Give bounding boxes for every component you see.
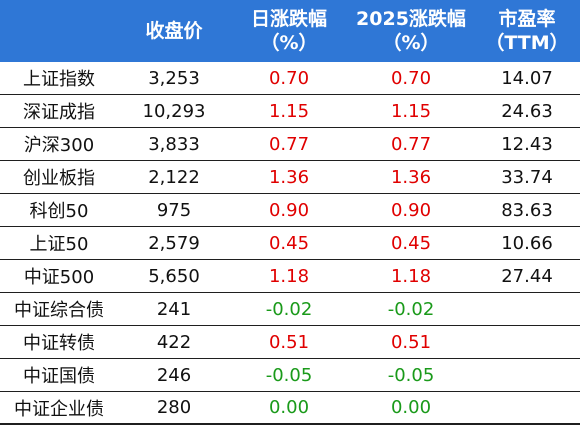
daily-change-cell: 1.15	[268, 100, 310, 122]
daily-change-cell: 0.70	[268, 67, 310, 89]
daily-change-cell: -0.02	[265, 298, 313, 320]
daily-change-cell: 0.90	[268, 199, 310, 221]
ytd-change-cell: 1.15	[390, 100, 432, 122]
pe-ttm-cell: 10.66	[501, 232, 553, 254]
daily-change-cell: 1.18	[268, 265, 310, 287]
table-row: 中证企业债 280 0.00 0.00	[0, 392, 580, 425]
index-name-cell: 中证国债	[23, 366, 95, 387]
daily-change-cell: 1.36	[268, 166, 310, 188]
table-row: 中证综合债 241 -0.02 -0.02	[0, 293, 580, 326]
daily-change-cell: 0.00	[268, 397, 310, 418]
ytd-change-cell: 0.51	[390, 331, 432, 353]
daily-change-cell: 0.77	[268, 133, 310, 155]
close-price-cell: 2,122	[148, 166, 200, 188]
close-price-cell: 241	[156, 298, 192, 320]
table-row: 科创50 975 0.90 0.90 83.63	[0, 194, 580, 227]
ytd-change-cell: 0.70	[390, 67, 432, 89]
close-price-cell: 3,833	[148, 133, 200, 155]
close-price-cell: 246	[156, 364, 192, 386]
close-price-cell: 5,650	[148, 265, 200, 287]
ytd-change-cell: -0.05	[387, 364, 435, 386]
table-header: 收盘价 日涨跌幅 （%） 2025涨跌幅 （%） 市盈率 （TTM）	[0, 0, 580, 62]
ytd-change-cell: 0.45	[390, 232, 432, 254]
close-price-cell: 975	[156, 199, 192, 221]
pe-ttm-cell: 14.07	[501, 67, 553, 89]
pe-ttm-cell: 33.74	[501, 166, 553, 188]
header-pe-ttm: 市盈率 （TTM）	[485, 8, 569, 54]
close-price-cell: 10,293	[142, 100, 206, 122]
close-price-cell: 422	[156, 331, 192, 353]
table-body: 上证指数 3,253 0.70 0.70 14.07 深证成指 10,293 1.15 1.15…	[0, 62, 580, 425]
header-daily-change: 日涨跌幅 （%）	[250, 8, 327, 54]
daily-change-cell: -0.05	[265, 364, 313, 386]
close-price-cell: 3,253	[148, 67, 200, 89]
ytd-change-cell: 1.18	[390, 265, 432, 287]
daily-change-cell: 0.45	[268, 232, 310, 254]
index-name-cell: 中证企业债	[14, 398, 104, 420]
index-name-cell: 上证指数	[23, 69, 95, 90]
table-row: 深证成指 10,293 1.15 1.15 24.63	[0, 95, 580, 128]
daily-change-cell: 0.51	[268, 331, 310, 353]
pe-ttm-cell: 27.44	[501, 265, 553, 287]
table-row: 中证国债 246 -0.05 -0.05	[0, 359, 580, 392]
ytd-change-cell: 0.00	[390, 397, 432, 418]
ytd-change-cell: 1.36	[390, 166, 432, 188]
index-name-cell: 深证成指	[23, 102, 95, 123]
ytd-change-cell: 0.77	[390, 133, 432, 155]
close-price-cell: 2,579	[148, 232, 200, 254]
ytd-change-cell: -0.02	[387, 298, 435, 320]
index-name-cell: 中证转债	[23, 333, 95, 354]
table-row: 创业板指 2,122 1.36 1.36 33.74	[0, 161, 580, 194]
index-name-cell: 中证500	[23, 267, 95, 288]
ytd-change-cell: 0.90	[390, 199, 432, 221]
pe-ttm-cell: 12.43	[501, 133, 553, 155]
index-name-cell: 创业板指	[23, 168, 95, 189]
table-row: 中证转债 422 0.51 0.51	[0, 326, 580, 359]
header-close-price: 收盘价	[145, 20, 203, 42]
index-name-cell: 科创50	[29, 201, 89, 222]
pe-ttm-cell: 83.63	[501, 199, 553, 221]
table-row: 中证500 5,650 1.18 1.18 27.44	[0, 260, 580, 293]
index-name-cell: 上证50	[29, 234, 89, 255]
table-row: 上证指数 3,253 0.70 0.70 14.07	[0, 62, 580, 95]
close-price-cell: 280	[156, 397, 192, 418]
table-row: 沪深300 3,833 0.77 0.77 12.43	[0, 128, 580, 161]
table-row: 上证50 2,579 0.45 0.45 10.66	[0, 227, 580, 260]
index-name-cell: 沪深300	[23, 135, 95, 156]
header-ytd-change: 2025涨跌幅 （%）	[356, 8, 466, 54]
index-name-cell: 中证综合债	[14, 300, 104, 321]
pe-ttm-cell: 24.63	[501, 100, 553, 122]
